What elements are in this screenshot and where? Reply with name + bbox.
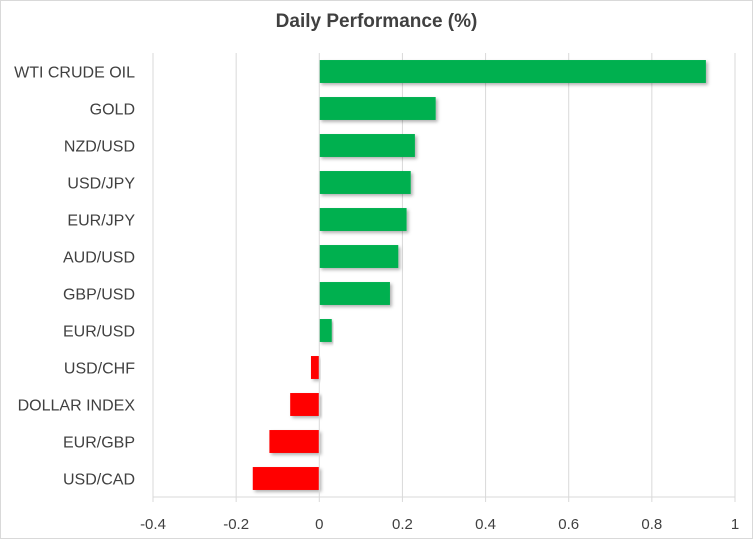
category-label: NZD/USD <box>64 139 135 156</box>
chart-title: Daily Performance (%) <box>275 11 478 32</box>
tick-label: -0.2 <box>223 516 249 533</box>
bar <box>319 97 436 120</box>
category-label: USD/CAD <box>63 472 135 489</box>
bar <box>319 171 411 194</box>
tick-label: 0 <box>315 516 323 533</box>
bar <box>319 245 399 268</box>
bar <box>319 208 407 231</box>
category-label: EUR/USD <box>63 324 135 341</box>
category-label: USD/JPY <box>67 176 135 193</box>
bar <box>310 356 320 379</box>
tick-label: 0.6 <box>558 516 579 533</box>
tick-label: 0.8 <box>641 516 662 533</box>
bars <box>252 60 706 490</box>
category-label: USD/CHF <box>64 361 135 378</box>
bar <box>269 430 320 453</box>
bar <box>252 467 320 490</box>
bar <box>319 282 390 305</box>
gridlines <box>152 53 736 497</box>
bar <box>319 134 415 157</box>
axis <box>152 53 736 502</box>
category-labels: WTI CRUDE OIL GOLD NZD/USD USD/JPY EUR/JPY AU… <box>14 65 135 489</box>
category-label: EUR/GBP <box>63 435 135 452</box>
bar <box>319 60 706 83</box>
category-label: WTI CRUDE OIL <box>14 65 135 82</box>
category-label: GBP/USD <box>63 287 135 304</box>
tick-labels: -0.4 -0.2 0 0.2 0.4 0.6 0.8 1 <box>140 516 739 533</box>
category-label: EUR/JPY <box>67 213 135 230</box>
category-label: AUD/USD <box>63 250 135 267</box>
bar <box>290 393 320 416</box>
tick-label: 1 <box>731 516 739 533</box>
bar <box>319 319 332 342</box>
tick-label: 0.2 <box>392 516 413 533</box>
category-label: DOLLAR INDEX <box>18 398 136 415</box>
category-label: GOLD <box>90 102 135 119</box>
tick-label: 0.4 <box>475 516 496 533</box>
tick-label: -0.4 <box>140 516 166 533</box>
